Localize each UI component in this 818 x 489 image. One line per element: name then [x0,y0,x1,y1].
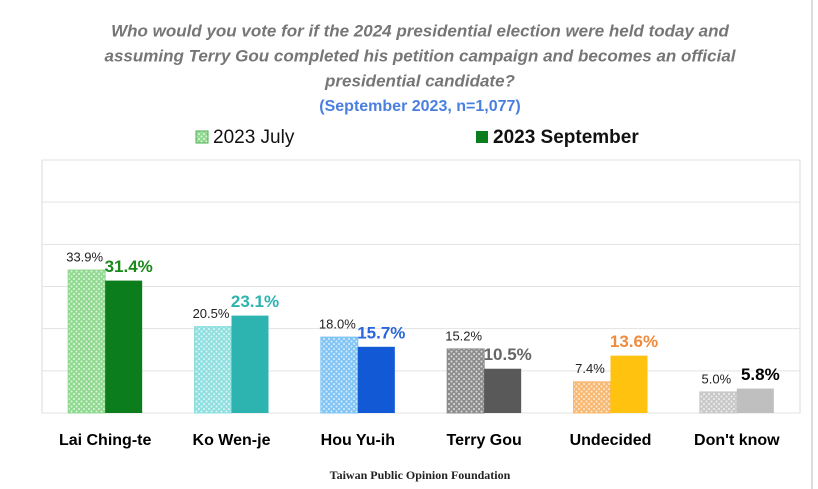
chart-title: Who would you vote for if the 2024 presi… [111,21,729,40]
legend-swatch [476,131,488,143]
data-label: 23.1% [231,292,279,311]
data-label: 15.2% [445,328,482,343]
bar [610,355,648,413]
bar [446,348,485,414]
chart-title: presidential candidate? [324,71,515,90]
bar [736,388,774,413]
chart-subtitle: (September 2023, n=1,077) [319,98,520,115]
x-tick-label: Don't know [694,432,780,449]
x-tick-label: Hou Yu-ih [321,432,395,449]
legend-swatch [195,130,209,144]
chart-title: assuming Terry Gou completed his petitio… [104,46,736,65]
x-tick-label: Terry Gou [447,432,522,449]
data-label: 10.5% [484,345,532,364]
data-label: 5.0% [702,371,732,386]
x-tick-label: Ko Wen-je [193,432,271,449]
data-label: 18.0% [319,317,356,332]
x-tick-label: Lai Ching-te [59,432,152,449]
data-label: 20.5% [193,306,230,321]
x-tick-label: Undecided [570,432,652,449]
bar [231,315,269,413]
bar [573,381,611,414]
data-label: 33.9% [66,249,103,264]
bar [67,269,106,414]
bar [484,368,522,413]
data-label: 7.4% [575,361,605,376]
bar [320,336,359,414]
source: Taiwan Public Opinion Foundation [330,468,511,482]
data-label: 5.8% [741,365,780,384]
bar [194,326,232,414]
legend-label: 2023 July [213,127,295,148]
bar [699,391,738,414]
legend-label: 2023 September [493,127,639,148]
bar [357,346,395,413]
bar [105,280,143,413]
data-label: 13.6% [610,332,658,351]
data-label: 31.4% [105,257,153,276]
data-label: 15.7% [357,323,405,342]
